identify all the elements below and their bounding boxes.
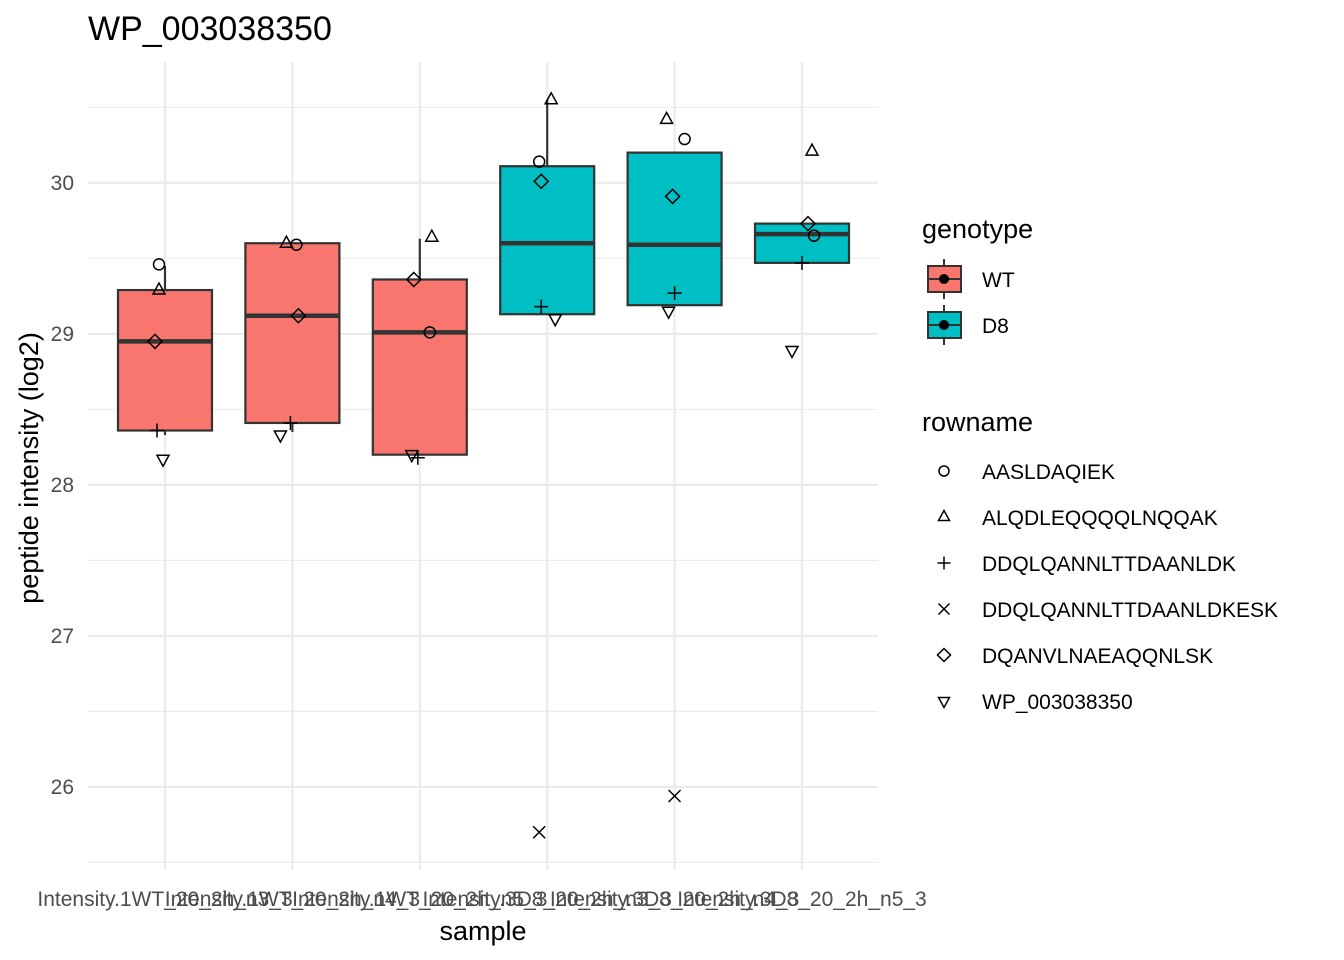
legend-label-rowname: WP_003038350 [982,691,1133,714]
legend-label-rowname: DDQLQANNLTTDAANLDK [982,553,1236,576]
data-point [678,132,691,146]
data-point [150,423,164,438]
legend-title-genotype: genotype [922,214,1033,244]
gridlines [88,62,878,870]
data-point [151,281,167,295]
legend-label-rowname: DQANVLNAEAQQNLSK [982,645,1213,668]
y-tick-label: 30 [51,172,74,195]
data-point [534,299,549,314]
y-tick-label: 26 [51,776,74,799]
legend-label-rowname: DDQLQANNLTTDAANLDKESK [982,599,1278,622]
boxplot [371,238,468,456]
x-tick-label: Intensity.3D8_20_2h_n4_3 [550,888,799,911]
y-tick-label: 27 [51,625,74,648]
legend-key-genotype [927,259,962,299]
data-point [667,286,682,301]
data-point [424,228,440,242]
data-point [279,234,294,248]
data-point [804,142,820,156]
x-axis-title: sample [439,916,526,946]
data-point [543,91,559,105]
data-point [807,229,821,242]
legend-key-point [939,274,949,284]
legend-key-shape [937,508,951,522]
legend-key-shape [938,465,950,477]
plot-panel: 2627282930Intensity.1WT_20_2h_n3_3Intens… [37,62,927,911]
legend-label-rowname: ALQDLEQQQQLNQQAK [982,507,1218,530]
data-point [668,789,682,803]
boxplot [116,265,214,436]
box-iqr [116,288,214,432]
legend-key-shape [937,696,951,710]
x-tick-label: Intensity.1WT_20_2h_n3_3 [37,888,292,911]
y-tick-label: 28 [51,474,74,497]
data-point [532,155,546,168]
boxplot [626,151,723,307]
data-point [795,255,809,270]
data-point [404,449,420,464]
data-point [532,825,546,839]
data-point [146,333,164,350]
y-tick-label: 29 [51,323,74,346]
boxplot [499,99,596,316]
legend-title-rowname: rowname [922,407,1033,437]
x-tick-label: Intensity.1WT_20_2h_n5_3 [292,888,547,911]
data-point [273,430,288,444]
data-point [405,271,422,288]
data-point [152,258,166,271]
data-point [533,173,550,190]
x-tick-label: Intensity.3D8_20_2h_n3_3 [422,888,671,911]
boxplot [244,242,341,433]
data-point [155,454,171,468]
data-point [659,110,674,125]
box-iqr [244,242,341,425]
legend-key-shape [937,556,951,570]
legend-label-rowname: AASLDAQIEK [982,461,1115,484]
legend: genotype WT D8 rowname AASLDAQIEK ALQDLEQQQQL… [922,214,1278,714]
data-point [283,415,298,430]
x-tick-label: Intensity.3D8_20_2h_n5_3 [677,888,926,911]
legend-label-genotype: WT [982,269,1015,292]
legend-key-shape [936,647,952,663]
legend-key-shape [937,602,951,616]
box-iqr [371,278,468,456]
legend-key-point [939,320,949,330]
data-point [547,313,563,328]
y-axis-title: peptide intensity (log2) [14,332,44,604]
data-point [799,215,817,232]
box-iqr [626,151,723,307]
box-iqr [499,165,596,316]
data-point [661,306,676,320]
data-point [290,307,307,324]
x-tick-label: Intensity.1WT_20_2h_n4_3 [165,888,420,911]
data-point [784,345,800,360]
chart-title: WP_003038350 [88,10,332,48]
data-point [423,326,437,339]
data-point [664,188,681,205]
legend-key-genotype [927,305,962,345]
legend-label-genotype: D8 [982,315,1009,338]
data-points [146,91,821,839]
